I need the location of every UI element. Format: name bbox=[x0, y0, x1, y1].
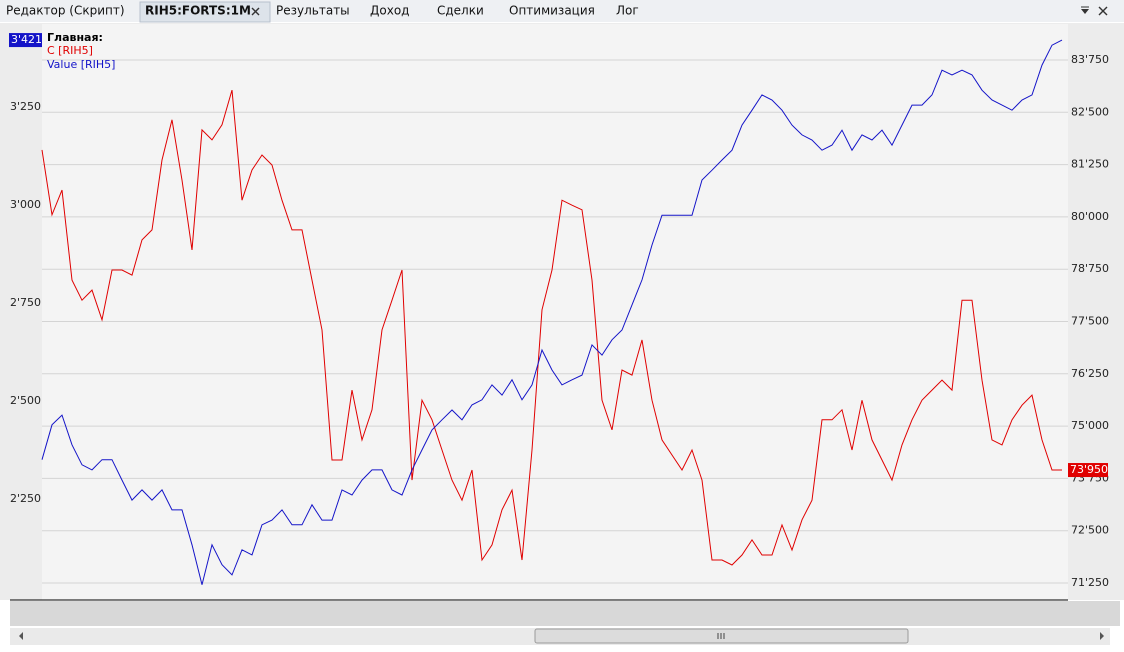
y2-tick-label: 78'750 bbox=[1071, 262, 1109, 275]
tab[interactable]: Лог bbox=[616, 4, 639, 18]
y-tick-label: 2'750 bbox=[10, 296, 41, 309]
last-value-label: 73'950 bbox=[1070, 463, 1108, 476]
y2-tick-label: 75'000 bbox=[1071, 419, 1109, 432]
y2-tick-label: 77'500 bbox=[1071, 314, 1109, 327]
legend-title: Главная: bbox=[47, 31, 103, 44]
menu-button[interactable] bbox=[1081, 9, 1089, 14]
series-line bbox=[41, 39, 1063, 585]
tab[interactable]: RIH5:FORTS:1M bbox=[145, 4, 251, 18]
tab[interactable]: Результаты bbox=[276, 4, 350, 18]
y2-tick-label: 80'000 bbox=[1071, 210, 1109, 223]
y2-tick-label: 76'250 bbox=[1071, 367, 1109, 380]
y2-tick-label: 82'500 bbox=[1071, 105, 1109, 118]
plot-area bbox=[42, 24, 1068, 600]
active-tab[interactable] bbox=[139, 1, 271, 23]
time-axis-area bbox=[10, 601, 1120, 626]
y-tick-label: 3'000 bbox=[10, 198, 41, 211]
y2-tick-label: 83'750 bbox=[1071, 53, 1109, 66]
tab[interactable]: Редактор (Скрипт) bbox=[6, 4, 125, 18]
scroll-grip bbox=[717, 633, 725, 639]
legend-entry: C [RIH5] bbox=[47, 44, 93, 57]
scroll-left[interactable] bbox=[19, 632, 23, 640]
tab-close[interactable] bbox=[251, 7, 260, 16]
y-tick-label: 2'500 bbox=[10, 394, 41, 407]
close-button[interactable] bbox=[1098, 6, 1108, 16]
tab[interactable]: Сделки bbox=[437, 4, 484, 18]
series-line bbox=[41, 89, 1062, 566]
last-value-label: 3'421 bbox=[11, 33, 42, 46]
y2-tick-label: 81'250 bbox=[1071, 158, 1109, 171]
tab[interactable]: Доход bbox=[370, 4, 409, 18]
last-value-marker bbox=[9, 33, 42, 48]
tab-bar bbox=[0, 0, 1124, 22]
y2-tick-label: 72'500 bbox=[1071, 524, 1109, 537]
y-tick-label: 2'250 bbox=[10, 492, 41, 505]
y-tick-label: 3'250 bbox=[10, 100, 41, 113]
tab[interactable]: Оптимизация bbox=[509, 4, 595, 18]
y2-tick-label: 71'250 bbox=[1071, 576, 1109, 589]
legend-entry: Value [RIH5] bbox=[47, 58, 115, 71]
last-value-marker bbox=[1068, 463, 1108, 478]
scroll-right[interactable] bbox=[1100, 632, 1104, 640]
